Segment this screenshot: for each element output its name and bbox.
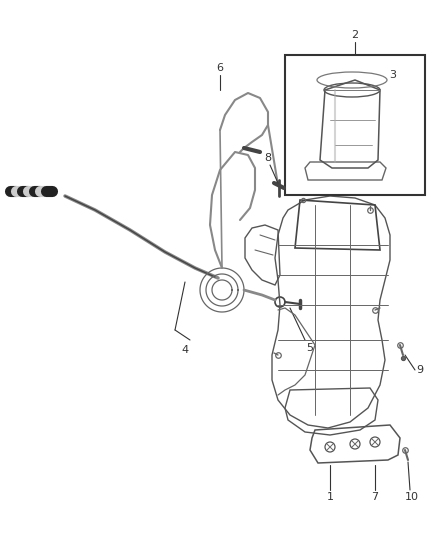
Text: 6: 6	[216, 63, 223, 73]
Text: 8: 8	[265, 153, 272, 163]
Text: 5: 5	[307, 343, 314, 353]
Text: 7: 7	[371, 492, 378, 502]
Text: 4: 4	[181, 345, 189, 355]
Text: 2: 2	[351, 30, 359, 40]
Text: 3: 3	[389, 70, 396, 80]
Bar	[285, 55, 425, 195]
Text: 9: 9	[417, 365, 424, 375]
Text: 1: 1	[326, 492, 333, 502]
Text: 10: 10	[405, 492, 419, 502]
